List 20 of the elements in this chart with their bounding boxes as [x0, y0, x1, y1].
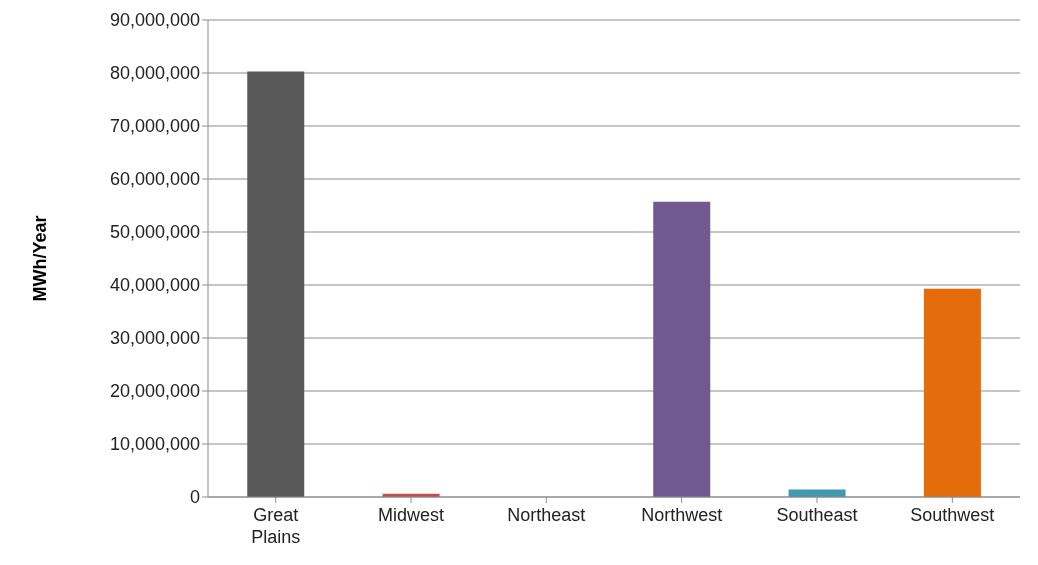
- x-tick-label: Southwest: [910, 505, 995, 525]
- y-tick-label: 30,000,000: [109, 328, 200, 349]
- y-tick-label: 80,000,000: [109, 63, 200, 84]
- y-tick-label: 10,000,000: [109, 434, 200, 455]
- y-tick-label: 0: [189, 487, 200, 508]
- y-tick-label: 60,000,000: [109, 169, 200, 190]
- x-tick-label: Great Plains: [251, 505, 301, 547]
- y-tick-label: 70,000,000: [109, 116, 200, 137]
- y-tick-label: 50,000,000: [109, 222, 200, 243]
- bar: [653, 201, 711, 497]
- y-axis-title: MWh/Year: [30, 215, 51, 302]
- y-tick-label: 40,000,000: [109, 275, 200, 296]
- bar: [923, 288, 981, 497]
- x-tick-label: Northeast: [507, 505, 586, 525]
- y-tick-label: 90,000,000: [109, 10, 200, 31]
- bar: [247, 71, 305, 497]
- x-tick-label: Northwest: [641, 505, 723, 525]
- y-tick-label: 20,000,000: [109, 381, 200, 402]
- x-tick-label: Southeast: [776, 505, 858, 525]
- x-tick-label: Midwest: [377, 505, 445, 525]
